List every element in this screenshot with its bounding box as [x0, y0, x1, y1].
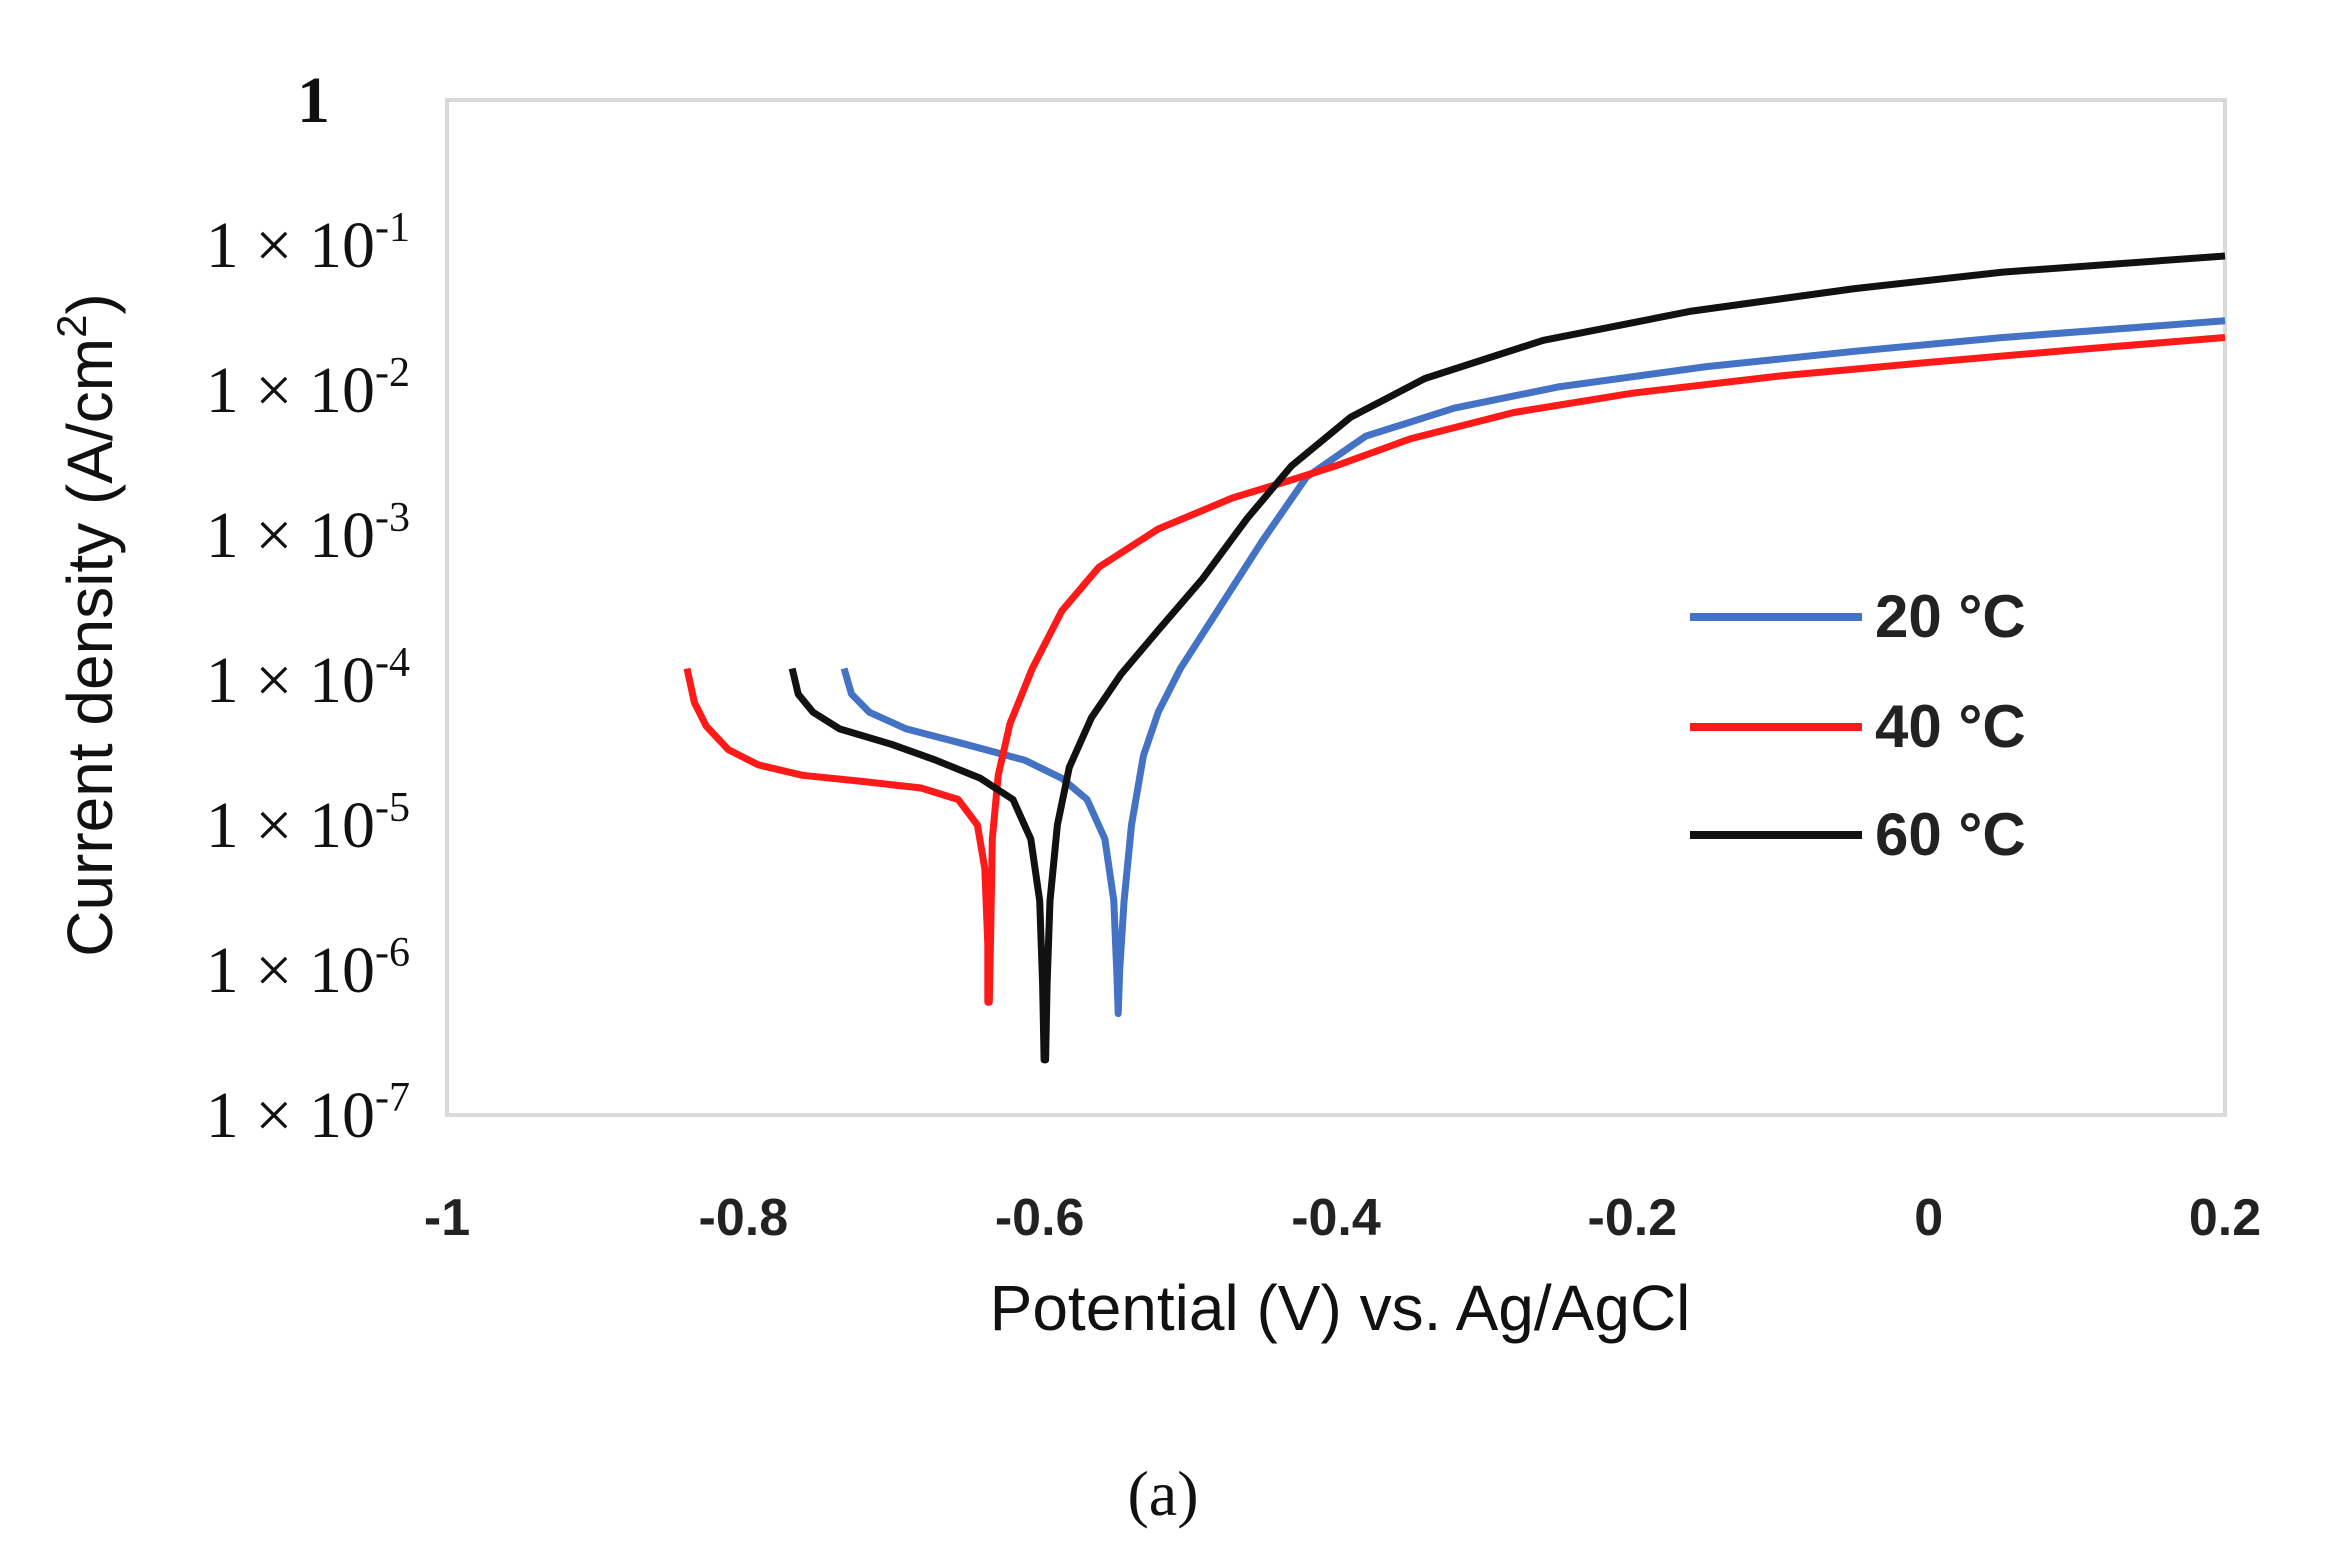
y-tick-label: 1 × 10-1 [206, 205, 410, 282]
y-axis-ticks: 11 × 10-11 × 10-21 × 10-31 × 10-41 × 10-… [206, 64, 410, 1152]
y-tick-label: 1 × 10-2 [206, 350, 410, 427]
x-axis-title: Potential (V) vs. Ag/AgCl [990, 1272, 1691, 1344]
y-axis-title-tail: ) [54, 293, 126, 314]
x-tick-label: -0.2 [1588, 1189, 1678, 1247]
y-tick-label: 1 × 10-5 [206, 785, 410, 862]
y-axis-title-sup: 2 [48, 315, 95, 338]
y-tick-base: 1 × 10 [206, 499, 375, 572]
legend-label-2: 40 °C [1875, 693, 2026, 760]
series-line-3 [788, 252, 2226, 1064]
y-tick-base: 1 × 10 [206, 644, 375, 717]
y-tick-label: 1 × 10-3 [206, 495, 410, 572]
y-tick-exponent: -2 [375, 350, 410, 396]
y-tick-exponent: -3 [375, 495, 410, 541]
y-tick-exponent: -1 [375, 205, 410, 251]
series-line-2 [683, 334, 2226, 1006]
y-tick-exponent: -7 [375, 1075, 410, 1121]
y-tick-exponent: -4 [375, 640, 410, 686]
y-tick-label: 1 [297, 64, 330, 137]
y-tick-label: 1 × 10-7 [206, 1075, 410, 1152]
y-axis-title: Current density (A/cm2) [48, 293, 126, 957]
x-axis-ticks: -1 -0.8 -0.6 -0.4 -0.2 0 0.2 [424, 1189, 2261, 1247]
x-tick-label: -0.8 [699, 1189, 789, 1247]
y-tick-label: 1 × 10-4 [206, 640, 410, 717]
plot-area [445, 98, 2227, 1117]
y-axis-title-base: Current density (A/cm [54, 338, 126, 957]
x-tick-label: 0 [1914, 1189, 1943, 1247]
y-tick-base: 1 × 10 [206, 934, 375, 1007]
legend: 20 °C 40 °C 60 °C [1690, 583, 2026, 868]
y-tick-base: 1 × 10 [206, 1079, 375, 1152]
y-tick-base: 1 × 10 [206, 209, 375, 282]
y-tick-label: 1 × 10-6 [206, 930, 410, 1007]
figure-caption: (a) [1127, 1458, 1198, 1529]
y-tick-exponent: -5 [375, 785, 410, 831]
x-tick-label: -1 [424, 1189, 470, 1247]
legend-label-1: 20 °C [1875, 583, 2026, 650]
y-tick-base: 1 × 10 [206, 789, 375, 862]
x-tick-label: -0.4 [1291, 1189, 1381, 1247]
series-lines [683, 252, 2226, 1064]
legend-label-3: 60 °C [1875, 801, 2026, 868]
x-tick-label: -0.6 [995, 1189, 1085, 1247]
series-line-1 [840, 317, 2226, 1018]
y-tick-exponent: -6 [375, 930, 410, 976]
y-tick-base: 1 × 10 [206, 354, 375, 427]
x-tick-label: 0.2 [2189, 1189, 2261, 1247]
